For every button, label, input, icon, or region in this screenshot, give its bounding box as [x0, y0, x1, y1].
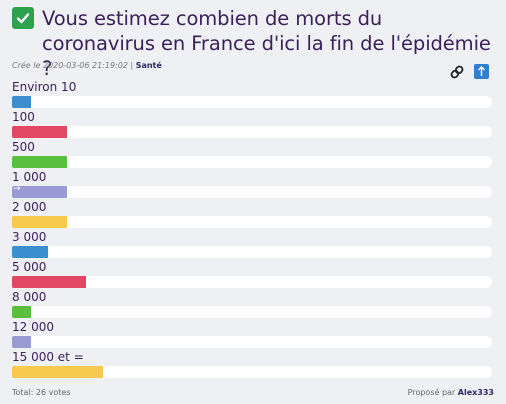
- check-mark-icon: [12, 7, 34, 29]
- poll-option[interactable]: 2 000: [12, 200, 492, 230]
- poll-meta: Crée le 2020-03-06 21:19:02 | Santé: [12, 61, 162, 70]
- poll-option[interactable]: 12 000: [12, 320, 492, 350]
- vote-bar-fill: [12, 96, 31, 108]
- vote-bar-track[interactable]: [12, 216, 492, 228]
- option-label: 500: [12, 140, 35, 154]
- option-label: 100: [12, 110, 35, 124]
- author-link[interactable]: Alex333: [457, 388, 494, 397]
- vote-bar-fill: [12, 216, 67, 228]
- vote-bar-track[interactable]: [12, 126, 492, 138]
- vote-bar-fill: →: [12, 184, 67, 198]
- proposed-by: Proposé par Alex333: [408, 388, 494, 397]
- vote-bar-fill: [12, 306, 31, 318]
- vote-bar-track[interactable]: [12, 246, 492, 258]
- option-label: 12 000: [12, 320, 54, 334]
- arrow-up-icon[interactable]: [474, 64, 489, 79]
- vote-bar-fill: [12, 126, 67, 138]
- vote-bar-track[interactable]: [12, 276, 492, 288]
- option-label: 8 000: [12, 290, 47, 304]
- poll-title: Vous estimez combien de morts du coronav…: [42, 7, 491, 80]
- option-label: Environ 10: [12, 80, 77, 94]
- vote-bar-track[interactable]: [12, 156, 492, 168]
- option-label: 1 000: [12, 170, 47, 184]
- total-votes: Total: 26 votes: [12, 388, 71, 397]
- vote-bar-fill: [12, 366, 103, 378]
- poll-option[interactable]: 1 000 →: [12, 170, 492, 200]
- vote-bar-fill: [12, 276, 86, 288]
- option-label: 3 000: [12, 230, 47, 244]
- proposed-prefix: Proposé par: [407, 388, 456, 397]
- poll-option[interactable]: 500: [12, 140, 492, 170]
- poll-options: Environ 10 100 500 1 000 → 2 000 3 000 5 000 8 0…: [12, 80, 492, 380]
- poll-option[interactable]: 3 000: [12, 230, 492, 260]
- option-label: 15 000 et =: [12, 350, 84, 364]
- vote-bar-fill: [12, 156, 67, 168]
- vote-bar-track[interactable]: →: [12, 184, 492, 198]
- option-label: 5 000: [12, 260, 47, 274]
- title-row: Vous estimez combien de morts du coronav…: [12, 6, 498, 81]
- vote-bar-fill: [12, 336, 31, 348]
- option-label: 2 000: [12, 200, 47, 214]
- poll-option[interactable]: 15 000 et =: [12, 350, 492, 380]
- vote-bar-track[interactable]: [12, 96, 492, 108]
- poll-option[interactable]: Environ 10: [12, 80, 492, 110]
- vote-bar-track[interactable]: [12, 306, 492, 318]
- poll-option[interactable]: 5 000: [12, 260, 492, 290]
- poll-option[interactable]: 100: [12, 110, 492, 140]
- created-date: Crée le 2020-03-06 21:19:02 |: [12, 61, 134, 70]
- vote-bar-track[interactable]: [12, 336, 492, 348]
- category-link[interactable]: Santé: [135, 61, 162, 70]
- arrow-right-icon: →: [13, 184, 21, 194]
- link-icon[interactable]: [449, 64, 465, 80]
- vote-bar-track[interactable]: [12, 366, 492, 378]
- poll-option[interactable]: 8 000: [12, 290, 492, 320]
- vote-bar-fill: [12, 246, 48, 258]
